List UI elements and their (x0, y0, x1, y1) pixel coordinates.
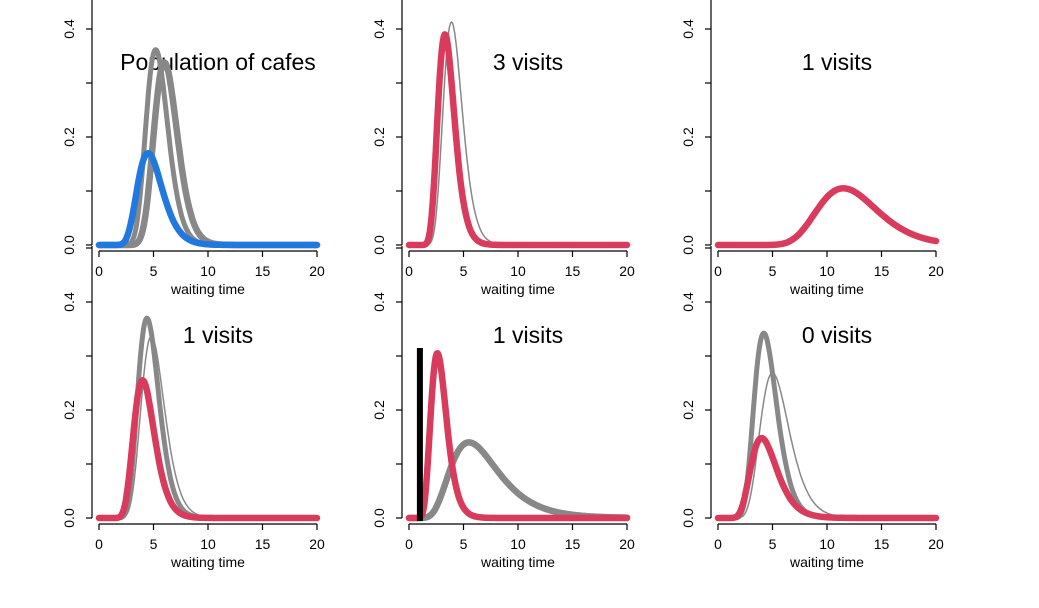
x-tick-label: 5 (150, 536, 158, 552)
y-tick-label: 0.2 (680, 400, 696, 420)
x-tick-label: 10 (510, 263, 526, 279)
chart-panel: 1 visits 0.0 0.2 0.4 0 5 10 15 20 waiting time (680, 0, 944, 297)
series-line-prior-narrow (96, 315, 320, 521)
x-tick-label: 20 (619, 536, 635, 552)
y-tick-label: 0.2 (680, 127, 696, 147)
x-tick-label: 5 (769, 263, 777, 279)
x-tick-label: 0 (714, 536, 722, 552)
series-line-posterior (714, 185, 940, 249)
x-tick-label: 0 (405, 536, 413, 552)
panel-title: 1 visits (493, 322, 563, 348)
x-tick-label: 10 (819, 536, 835, 552)
x-tick-label: 20 (309, 536, 325, 552)
y-tick-label: 0.0 (371, 235, 387, 255)
y-tick-label: 0.0 (680, 508, 696, 528)
x-tick-label: 5 (150, 263, 158, 279)
panel-title: 1 visits (183, 322, 253, 348)
x-tick-label: 15 (565, 263, 581, 279)
y-tick-label: 0.2 (61, 127, 77, 147)
series-line-posterior (405, 31, 631, 249)
x-tick-label: 15 (874, 536, 890, 552)
x-tick-label: 15 (874, 263, 890, 279)
panel-title: 0 visits (802, 322, 872, 348)
series-line-prior-narrow (715, 330, 939, 521)
x-tick-label: 15 (255, 536, 271, 552)
x-axis-label: waiting time (170, 554, 245, 570)
x-tick-label: 10 (200, 536, 216, 552)
chart-panel: 3 visits 0.0 0.2 0.4 0 5 10 15 20 waiting time (371, 0, 635, 297)
y-tick-label: 0.0 (680, 235, 696, 255)
y-tick-label: 0.4 (61, 292, 77, 312)
y-tick-label: 0.4 (371, 292, 387, 312)
x-axis-label: waiting time (789, 554, 864, 570)
x-tick-label: 15 (565, 536, 581, 552)
x-tick-label: 0 (95, 536, 103, 552)
x-tick-label: 5 (460, 536, 468, 552)
x-tick-label: 0 (714, 263, 722, 279)
x-tick-label: 20 (619, 263, 635, 279)
panel-title: 3 visits (493, 49, 563, 75)
x-tick-label: 15 (255, 263, 271, 279)
x-axis-label: waiting time (480, 281, 555, 297)
y-tick-label: 0.0 (371, 508, 387, 528)
x-tick-label: 20 (928, 263, 944, 279)
x-tick-label: 0 (95, 263, 103, 279)
x-tick-label: 20 (928, 536, 944, 552)
y-tick-label: 0.2 (61, 400, 77, 420)
y-tick-label: 0.4 (680, 292, 696, 312)
series-line-posterior (714, 434, 940, 522)
x-axis-label: waiting time (480, 554, 555, 570)
y-tick-label: 0.4 (61, 19, 77, 39)
series-line-population (95, 149, 321, 249)
x-axis-label: waiting time (789, 281, 864, 297)
x-tick-label: 5 (769, 536, 777, 552)
chart-panel: 0 visits 0.0 0.2 0.4 0 5 10 15 20 waiting time (680, 246, 944, 570)
y-tick-label: 0.0 (61, 235, 77, 255)
series-line-posterior (405, 350, 631, 522)
series-line-posterior (95, 377, 321, 522)
y-tick-label: 0.4 (680, 19, 696, 39)
x-axis-label: waiting time (170, 281, 245, 297)
y-tick-label: 0.4 (371, 19, 387, 39)
x-tick-label: 0 (405, 263, 413, 279)
series-line-prior-wide (405, 439, 631, 522)
x-tick-label: 20 (309, 263, 325, 279)
chart-panel: 1 visits 0.0 0.2 0.4 0 5 10 15 20 waiting time (371, 246, 635, 570)
chart-panel: 1 visits 0.0 0.2 0.4 0 5 10 15 20 waiting time (61, 246, 325, 570)
x-tick-label: 10 (819, 263, 835, 279)
y-tick-label: 0.2 (371, 400, 387, 420)
x-tick-label: 5 (460, 263, 468, 279)
x-tick-label: 10 (510, 536, 526, 552)
panel-title: 1 visits (802, 49, 872, 75)
y-tick-label: 0.2 (371, 127, 387, 147)
x-tick-label: 10 (200, 263, 216, 279)
y-tick-label: 0.0 (61, 508, 77, 528)
